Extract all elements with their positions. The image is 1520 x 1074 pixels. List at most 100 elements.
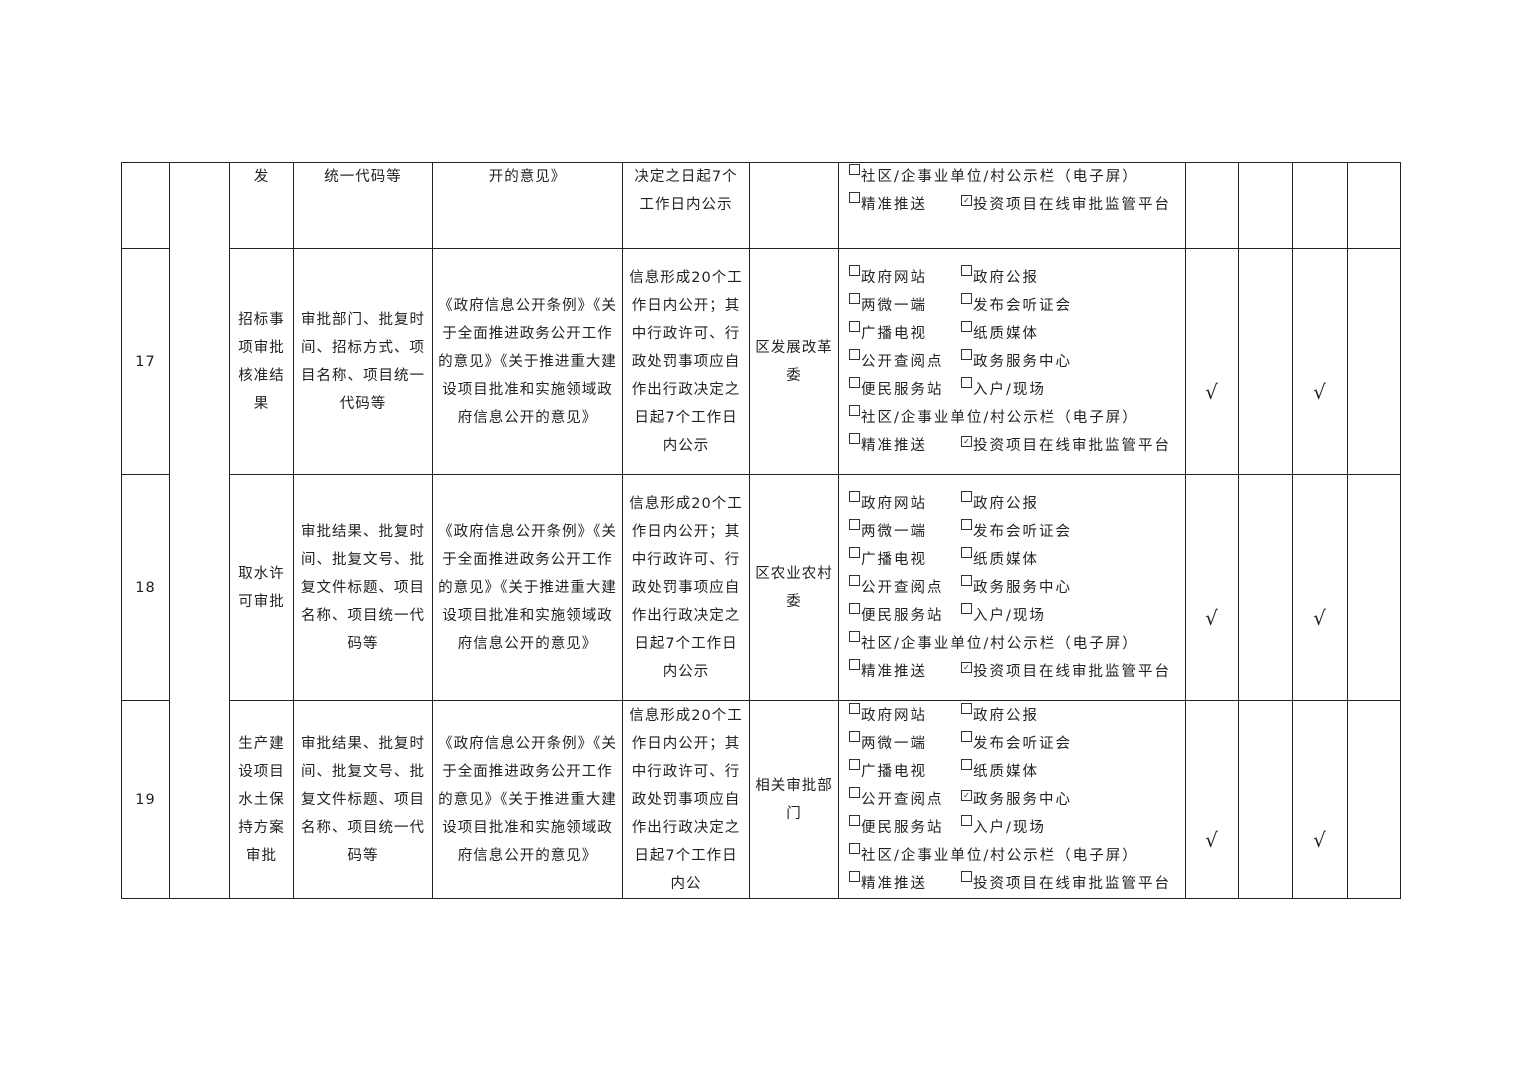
channel-option: 公开查阅点 bbox=[849, 786, 961, 814]
channel-label: 社区/企事业单位/村公示栏（电子屏） bbox=[861, 635, 1139, 652]
channel-option: 精准推送 bbox=[849, 658, 961, 686]
checkbox-icon[interactable] bbox=[961, 376, 972, 388]
checkbox-icon[interactable] bbox=[849, 164, 860, 175]
channel-option: 精准推送 bbox=[849, 870, 961, 898]
checkbox-icon[interactable] bbox=[961, 518, 972, 530]
department-cell bbox=[749, 162, 839, 249]
channel-label: 政务服务中心 bbox=[973, 792, 1072, 808]
check-mark-cell bbox=[1292, 162, 1348, 249]
channel-label: 投资项目在线审批监管平台 bbox=[973, 876, 1171, 892]
checkbox-icon[interactable] bbox=[961, 546, 972, 558]
checkbox-icon[interactable] bbox=[961, 574, 972, 586]
checkbox-icon[interactable] bbox=[849, 815, 860, 826]
channel-option: 投资项目在线审批监管平台 bbox=[961, 870, 1171, 898]
checkbox-icon[interactable] bbox=[961, 348, 972, 360]
channel-option: 广播电视 bbox=[849, 758, 961, 786]
channel-line: 两微一端 发布会听证会 bbox=[849, 518, 1181, 546]
checkbox-icon[interactable] bbox=[961, 292, 972, 304]
checkbox-icon[interactable] bbox=[849, 871, 860, 882]
checkbox-icon[interactable] bbox=[849, 759, 860, 770]
channel-label: 政务服务中心 bbox=[973, 353, 1072, 370]
checkbox-icon[interactable] bbox=[849, 292, 860, 304]
channel-label: 政府网站 bbox=[861, 495, 927, 512]
channel-option: 政府网站 bbox=[849, 264, 961, 292]
channel-option: 发布会听证会 bbox=[961, 518, 1072, 546]
channel-option: 政务服务中心 bbox=[961, 574, 1072, 602]
checkbox-icon[interactable] bbox=[849, 320, 860, 332]
channel-label: 精准推送 bbox=[861, 663, 927, 680]
check-mark-cell: √ bbox=[1292, 474, 1348, 701]
checkbox-icon[interactable] bbox=[849, 574, 860, 586]
checkbox-icon[interactable] bbox=[849, 703, 860, 714]
checkbox-icon[interactable] bbox=[961, 871, 972, 882]
checkbox-icon[interactable] bbox=[961, 703, 972, 714]
checkbox-icon[interactable] bbox=[849, 731, 860, 742]
checkbox-icon[interactable] bbox=[849, 546, 860, 558]
empty-cell bbox=[1238, 162, 1293, 249]
channel-label: 投资项目在线审批监管平台 bbox=[973, 663, 1171, 680]
check-mark-cell: √ bbox=[1185, 248, 1239, 475]
check-mark-cell: √ bbox=[1185, 700, 1239, 899]
channel-option: 精准推送 bbox=[849, 432, 961, 460]
check-mark-cell: √ bbox=[1185, 474, 1239, 701]
channel-line: 广播电视 纸质媒体 bbox=[849, 320, 1181, 348]
checkbox-icon[interactable] bbox=[849, 490, 860, 502]
checkbox-icon[interactable] bbox=[961, 490, 972, 502]
checkbox-icon[interactable] bbox=[961, 602, 972, 614]
checkbox-icon[interactable] bbox=[849, 843, 860, 854]
time-limit-cell: 决定之日起7个工作日内公示 bbox=[622, 162, 750, 249]
channel-line: 精准推送 ✓ 投资项目在线审批监管平台 bbox=[849, 191, 1181, 219]
channel-line: 精准推送 ✓ 投资项目在线审批监管平台 bbox=[849, 432, 1181, 460]
checkbox-checked-icon[interactable]: ✓ bbox=[961, 435, 972, 447]
channel-label: 便民服务站 bbox=[861, 820, 944, 836]
channel-label: 发布会听证会 bbox=[973, 736, 1072, 752]
channel-line: 便民服务站 入户/现场 bbox=[849, 814, 1181, 842]
channel-option: 政府网站 bbox=[849, 702, 961, 730]
checkbox-icon[interactable] bbox=[849, 630, 860, 642]
channel-label: 两微一端 bbox=[861, 523, 927, 540]
channel-label: 社区/企事业单位/村公示栏（电子屏） bbox=[861, 169, 1139, 185]
checkbox-icon[interactable] bbox=[849, 404, 860, 416]
empty-cell bbox=[1347, 474, 1401, 701]
channel-option: 发布会听证会 bbox=[961, 292, 1072, 320]
channel-line: 社区/企事业单位/村公示栏（电子屏） bbox=[849, 842, 1181, 870]
channel-label: 精准推送 bbox=[861, 197, 927, 213]
checkbox-icon[interactable] bbox=[849, 518, 860, 530]
checkbox-icon[interactable] bbox=[849, 602, 860, 614]
checkbox-checked-icon[interactable]: ✓ bbox=[961, 790, 972, 801]
channels-cell: 政府网站 政府公报 两微一端 发布会听证会 广播电视 纸质媒体 公开查阅点 政务服务中心 便民服… bbox=[838, 248, 1186, 475]
channel-option: 两微一端 bbox=[849, 730, 961, 758]
channel-line: 社区/企事业单位/村公示栏（电子屏） bbox=[849, 630, 1181, 658]
checkbox-icon[interactable] bbox=[849, 432, 860, 444]
checkbox-icon[interactable] bbox=[961, 320, 972, 332]
checkbox-icon[interactable] bbox=[961, 759, 972, 770]
category-cell bbox=[169, 162, 230, 899]
channel-line: 两微一端 发布会听证会 bbox=[849, 292, 1181, 320]
channel-option: 社区/企事业单位/村公示栏（电子屏） bbox=[849, 163, 1139, 191]
channel-option: 政府公报 bbox=[961, 264, 1039, 292]
basis-cell: 《政府信息公开条例》《关于全面推进政务公开工作的意见》《关于推进重大建设项目批准… bbox=[432, 700, 623, 899]
channel-option: 纸质媒体 bbox=[961, 320, 1039, 348]
checkbox-icon[interactable] bbox=[961, 264, 972, 276]
checkbox-icon[interactable] bbox=[849, 348, 860, 360]
channel-label: 纸质媒体 bbox=[973, 551, 1039, 568]
channel-label: 政务服务中心 bbox=[973, 579, 1072, 596]
checkbox-icon[interactable] bbox=[849, 658, 860, 670]
empty-cell bbox=[1347, 248, 1401, 475]
channel-option: 政府公报 bbox=[961, 490, 1039, 518]
channel-option: 入户/现场 bbox=[961, 602, 1046, 630]
channels-cell: 政府网站 政府公报 两微一端 发布会听证会 广播电视 纸质媒体 公开查阅点 政务服务中心 便民服… bbox=[838, 474, 1186, 701]
channel-option: 社区/企事业单位/村公示栏（电子屏） bbox=[849, 842, 1139, 870]
checkbox-checked-icon[interactable]: ✓ bbox=[961, 195, 972, 206]
basis-cell: 开的意见》 bbox=[432, 162, 623, 249]
channel-option: 广播电视 bbox=[849, 546, 961, 574]
checkbox-icon[interactable] bbox=[849, 192, 860, 203]
checkbox-icon[interactable] bbox=[961, 731, 972, 742]
checkbox-checked-icon[interactable]: ✓ bbox=[961, 661, 972, 673]
item-name-cell: 发 bbox=[229, 162, 294, 249]
checkbox-icon[interactable] bbox=[849, 376, 860, 388]
checkbox-icon[interactable] bbox=[849, 787, 860, 798]
checkbox-icon[interactable] bbox=[961, 815, 972, 826]
department-cell: 相关审批部门 bbox=[749, 700, 839, 899]
checkbox-icon[interactable] bbox=[849, 264, 860, 276]
